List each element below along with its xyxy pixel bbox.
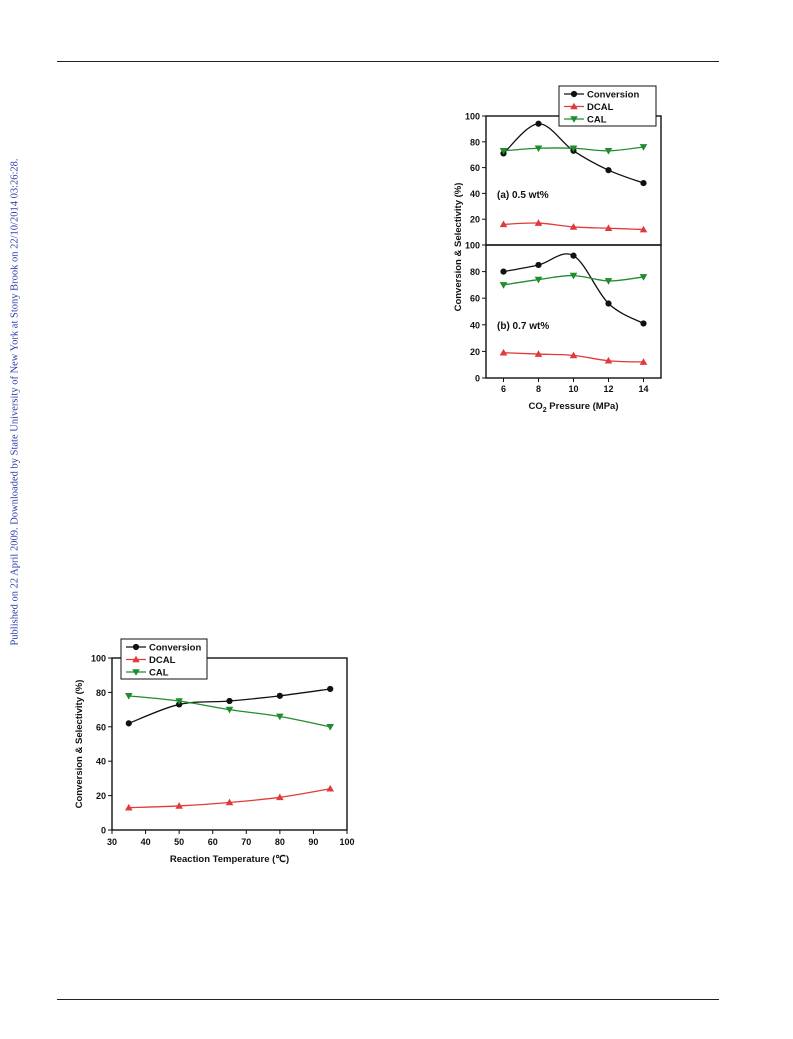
- pressure-xtick-label-14: 14: [638, 384, 648, 394]
- pressure-panel-a-ytick-label-100: 100: [465, 112, 480, 122]
- pressure-panel-b-label: (b) 0.7 wt%: [497, 321, 549, 332]
- pressure-panel-b-point-cal-10: [569, 272, 578, 280]
- pressure-panel-b-point-dcal-6: [499, 348, 508, 356]
- pressure-panel-b-line-conversion: [503, 253, 644, 325]
- pressure-legend-marker-conversion: [570, 90, 578, 98]
- pressure-panel-b-point-dcal-10: [569, 351, 578, 359]
- pressure-panel-b-ytick-label-100: 100: [465, 241, 480, 251]
- pressure-xtick-label-12: 12: [603, 384, 613, 394]
- pressure-panel-b-ytick-label-40: 40: [470, 320, 480, 330]
- pressure-panel-a-point-cal-6: [499, 148, 508, 155]
- pressure-panel-b-ytick-label-80: 80: [470, 267, 480, 277]
- pressure-panel-a-point-cal-14: [639, 144, 648, 151]
- pressure-panel-b-point-cal-14: [639, 274, 648, 281]
- pressure-panel-a-point-cal-8: [534, 145, 543, 153]
- pressure-panel-b-ytick-label-0: 0: [475, 374, 480, 384]
- footer-rule: [57, 999, 719, 1000]
- pressure-panel-b-ytick-label-20: 20: [470, 347, 480, 357]
- pressure-legend-marker-cal: [570, 116, 578, 123]
- pressure-panel-b-ytick-label-60: 60: [470, 294, 480, 304]
- pressure-panel-b-point-dcal-8: [534, 350, 543, 357]
- pressure-legend-marker-dcal: [570, 102, 578, 110]
- pressure-panel-b-point-dcal-12: [604, 356, 613, 364]
- pressure-panel-b-point-conversion-8: [535, 261, 542, 269]
- pressure-panel-a-ytick-label-40: 40: [470, 189, 480, 199]
- pressure-x-axis-label: CO2 Pressure (MPa): [529, 401, 619, 414]
- pressure-legend-label-conversion: Conversion: [587, 90, 639, 101]
- pressure-xtick-label-10: 10: [568, 384, 578, 394]
- pressure-panel-a-point-dcal-6: [499, 220, 508, 228]
- pressure-panel-a-point-cal-10: [569, 145, 578, 153]
- pressure-panel-b-point-cal-6: [499, 282, 508, 289]
- pressure-panel-a-point-dcal-12: [604, 224, 613, 232]
- pressure-panel-a-ytick-label-60: 60: [470, 163, 480, 173]
- pressure-panel-a-ytick-label-20: 20: [470, 215, 480, 225]
- pressure-panel-b-point-dcal-14: [639, 358, 648, 365]
- pressure-panel-b-point-conversion-6: [500, 268, 507, 275]
- pressure-panel-b-point-cal-12: [604, 278, 613, 285]
- pressure-legend-label-dcal: DCAL: [587, 102, 614, 113]
- pressure-legend-label-cal: CAL: [587, 115, 607, 126]
- pressure-panel-a-label: (a) 0.5 wt%: [497, 190, 549, 201]
- pressure-y-axis-label: Conversion & Selectivity (%): [453, 183, 464, 312]
- pressure-panel-b-point-conversion-14: [640, 320, 647, 327]
- pressure-xtick-label-6: 6: [501, 384, 506, 394]
- pressure-panel-b-point-conversion-10: [570, 252, 577, 259]
- pressure-panel-a-point-conversion-8: [535, 120, 542, 127]
- pressure-panel-b-point-cal-8: [534, 276, 543, 284]
- pressure-panel-a-ytick-label-80: 80: [470, 137, 480, 147]
- pressure-panel-b-point-conversion-12: [605, 300, 612, 307]
- pressure-panel-a-point-dcal-8: [534, 219, 543, 226]
- header-rule: [57, 61, 719, 62]
- pressure-panel-a-point-dcal-10: [569, 223, 578, 230]
- pressure-panel-a-point-cal-12: [604, 148, 613, 155]
- pressure-panel-a-point-conversion-12: [605, 167, 612, 174]
- pressure-xtick-label-8: 8: [536, 384, 541, 394]
- pressure-panel-a-point-conversion-14: [640, 179, 647, 187]
- pressure-panel-a-point-dcal-14: [639, 225, 648, 233]
